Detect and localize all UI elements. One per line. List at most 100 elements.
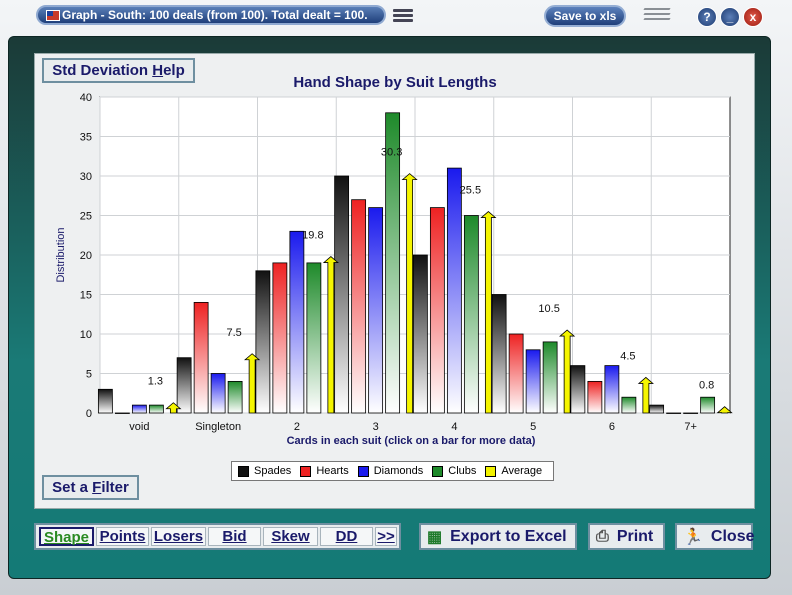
bar-diamonds (131, 404, 147, 414)
bar-average (637, 376, 654, 414)
bar-hearts (666, 412, 682, 414)
average-data-label: 19.8 (302, 230, 323, 242)
minimize-button[interactable]: _ (720, 7, 740, 27)
legend-item: Average (485, 465, 542, 477)
save-to-xls-button[interactable]: Save to xls (544, 5, 626, 27)
chart-legend: Spades Hearts Diamonds Clubs Average (231, 461, 554, 481)
bar-diamonds (368, 207, 384, 414)
filter-label-key: F (92, 479, 102, 496)
close-button[interactable]: 🏃 Close (675, 523, 755, 550)
tab-more[interactable]: >> (375, 527, 397, 546)
menu-icon[interactable] (393, 9, 413, 23)
y-tick-label: 25 (80, 211, 92, 223)
y-tick-label: 35 (80, 132, 92, 144)
bar-spades (570, 365, 586, 414)
excel-icon: ▦ (427, 528, 443, 546)
tab-losers[interactable]: Losers (151, 527, 206, 546)
bar-clubs (148, 404, 164, 414)
std-dev-label-pre: Std Deviation (52, 62, 153, 79)
y-tick-label: 20 (80, 250, 92, 262)
legend-swatch (357, 465, 369, 477)
tab-skew[interactable]: Skew (263, 527, 318, 546)
bar-clubs (463, 215, 479, 414)
average-data-label: 0.8 (699, 380, 714, 392)
export-to-excel-button[interactable]: ▦ Export to Excel (419, 523, 577, 550)
y-tick-label: 5 (86, 369, 92, 381)
bar-diamonds (210, 373, 226, 414)
bar-spades (97, 388, 113, 414)
std-deviation-help-button[interactable]: Std Deviation Help (42, 58, 195, 83)
legend-item: Hearts (300, 465, 349, 477)
bar-clubs (700, 396, 716, 414)
tab-bid[interactable]: Bid (208, 527, 261, 546)
y-tick-label: 30 (80, 171, 92, 183)
bar-hearts (429, 207, 445, 414)
bar-average (322, 256, 339, 414)
set-filter-button[interactable]: Set a Filter (42, 475, 139, 500)
bar-spades (334, 175, 350, 414)
help-button[interactable]: ? (697, 7, 717, 27)
bar-hearts (508, 333, 524, 414)
legend-item: Clubs (432, 465, 476, 477)
x-tick-label: 2 (294, 421, 300, 433)
x-tick-label: 6 (609, 421, 615, 433)
y-tick-label: 40 (80, 92, 92, 104)
bar-clubs (621, 396, 637, 414)
legend-label: Average (501, 465, 543, 477)
std-dev-label-post: elp (163, 62, 185, 79)
bar-diamonds (683, 412, 699, 414)
average-data-label: 10.5 (538, 303, 559, 315)
bar-spades (255, 270, 271, 414)
export-label: Export to Excel (450, 527, 567, 545)
bar-average (244, 353, 261, 414)
legend-item: Diamonds (357, 465, 423, 477)
bar-hearts (114, 412, 130, 414)
print-label: Print (616, 527, 654, 545)
print-button[interactable]: ⎙ Print (588, 523, 665, 550)
chart-title: Hand Shape by Suit Lengths (293, 74, 497, 91)
bar-diamonds (446, 167, 462, 414)
average-data-label: 1.3 (148, 376, 163, 388)
bar-clubs (385, 112, 401, 414)
x-tick-label: 7+ (684, 421, 697, 433)
y-tick-label: 15 (80, 290, 92, 302)
tab-shape[interactable]: Shape (39, 527, 94, 546)
close-label: Close (710, 527, 755, 545)
bar-average (559, 329, 576, 414)
x-axis-label: Cards in each suit (click on a bar for m… (287, 435, 536, 447)
legend-swatch (485, 465, 497, 477)
x-tick-label: 4 (451, 421, 457, 433)
bar-spades (491, 294, 507, 414)
bar-average (716, 406, 733, 414)
legend-label: Spades (254, 465, 292, 477)
bar-average (165, 402, 182, 414)
bar-clubs (542, 341, 558, 414)
bar-average (480, 211, 497, 414)
y-tick-label: 10 (80, 329, 92, 341)
bar-hearts (587, 380, 603, 414)
x-tick-label: 3 (373, 421, 379, 433)
bar-diamonds (604, 365, 620, 414)
bar-hearts (351, 199, 367, 414)
tab-points[interactable]: Points (96, 527, 149, 546)
x-tick-label: Singleton (195, 421, 241, 433)
view-tabs: Shape Points Losers Bid Skew DD >> (34, 523, 401, 550)
bar-spades (176, 357, 192, 414)
close-window-button[interactable]: x (743, 7, 763, 27)
bar-diamonds (525, 349, 541, 414)
average-data-label: 7.5 (226, 327, 241, 339)
window-title-bar[interactable]: Graph - South: 100 deals (from 100). Tot… (36, 5, 386, 25)
legend-swatch (300, 465, 312, 477)
bar-clubs (227, 380, 243, 414)
tab-dd[interactable]: DD (320, 527, 373, 546)
legend-label: Hearts (316, 465, 349, 477)
average-data-label: 4.5 (620, 350, 635, 362)
average-data-label: 30.3 (381, 147, 402, 159)
window-title: Graph - South: 100 deals (from 100). Tot… (62, 8, 368, 22)
filter-label-post: ilter (101, 479, 129, 496)
running-man-icon: 🏃 (683, 528, 703, 546)
filter-label-pre: Set a (52, 479, 93, 496)
bar-hearts (193, 301, 209, 414)
flag-icon (46, 10, 60, 21)
